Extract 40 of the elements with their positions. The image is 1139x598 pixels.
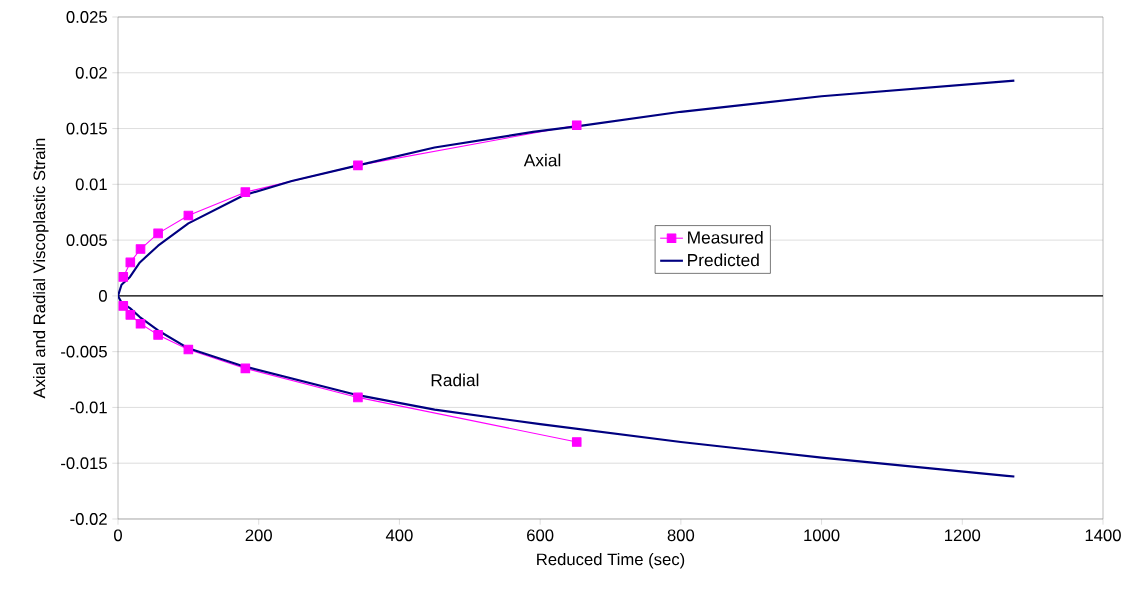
point [153,330,163,340]
point [125,257,136,268]
point [118,272,129,282]
x-tick-label: 0 [114,529,122,542]
y-tick-label: -0.005 [61,345,107,358]
point [571,120,582,131]
x-tick-label: 400 [385,529,413,542]
point [153,228,163,239]
point [118,301,129,311]
y-tick-label: 0.015 [66,122,107,135]
point [353,160,363,171]
point [240,187,251,197]
y-tick-label: -0.01 [70,401,107,414]
x-tick-label: 200 [245,529,272,542]
point [183,344,194,355]
point [125,310,136,320]
point [183,210,194,221]
y-tick-label: 0.025 [66,11,107,23]
legend-label: Measured [688,230,763,244]
annotation: Radial [431,373,479,387]
y-axis-title: Axial and Radial Viscoplastic Strain [32,138,49,399]
y-tick-label: 0.005 [66,234,107,247]
legend-label: Predicted [688,253,759,267]
x-tick-label: 1000 [804,529,840,542]
x-tick-label: 1400 [1085,529,1121,542]
point [135,318,146,329]
y-tick-label: 0.01 [75,178,107,191]
x-axis-title: Reduced Time (sec) [537,553,685,569]
x-tick-label: 600 [527,529,554,542]
point [571,437,582,447]
point [135,244,146,254]
y-tick-label: 0.02 [75,66,107,79]
point [353,392,363,403]
x-tick-label: 800 [667,529,695,542]
x-tick-label: 1200 [945,529,981,542]
annotation: Axial [523,153,561,167]
y-tick-label: 0 [98,289,107,302]
point [240,363,251,374]
y-tick-label: -0.02 [70,513,107,525]
y-tick-label: -0.015 [61,457,107,470]
